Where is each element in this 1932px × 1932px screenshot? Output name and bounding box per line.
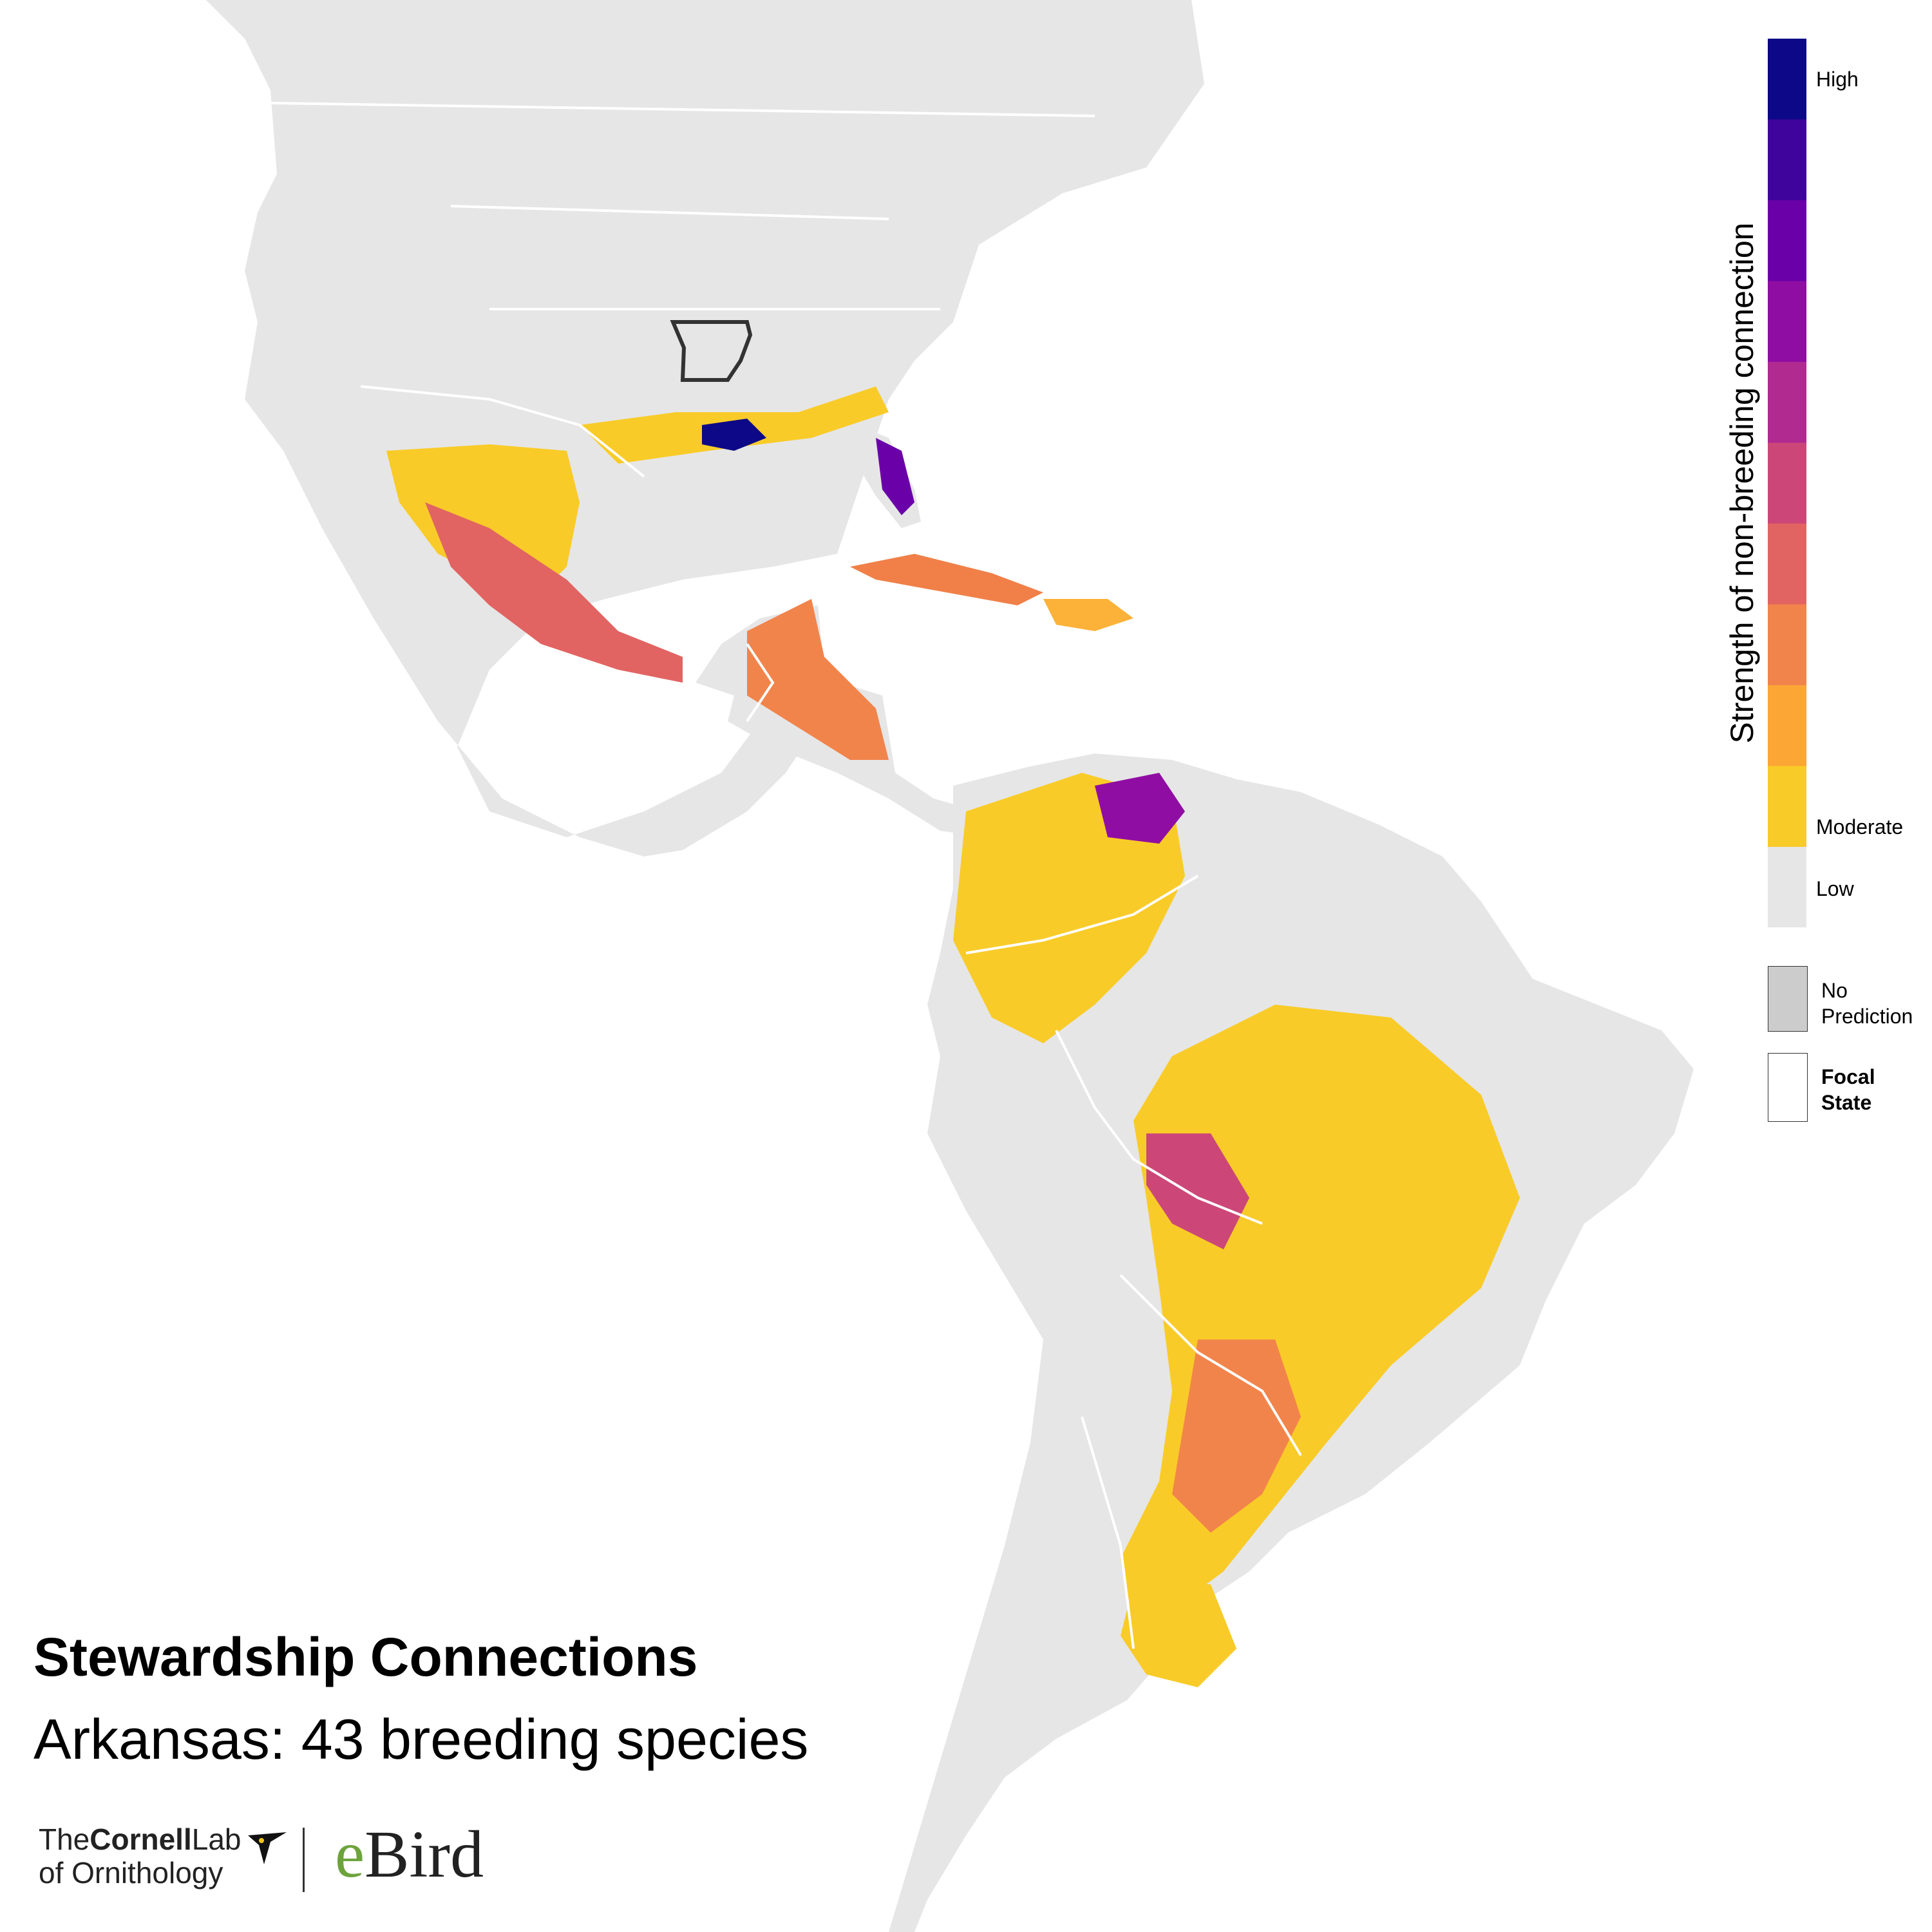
legend-scale-step-3 [1768,281,1806,363]
legend-scale-step-6 [1768,524,1806,605]
cornell-lab: Lab [191,1823,242,1856]
legend-label-low: Low [1816,877,1854,900]
legend-axis-title-text: Strength of non-breeding connection [1724,222,1760,744]
legend-scale-step-8 [1768,685,1806,767]
legend-no-prediction-label: No Prediction [1821,978,1913,1029]
legend-axis-title: Strength of non-breeding connection [1713,174,1771,792]
western-mexico-strong-region [425,502,683,683]
pampas-moderate-region [1121,1584,1236,1687]
legend-focal-state-label: Focal State [1821,1064,1875,1115]
venezuela-strong-region [1095,773,1185,844]
bolivia-strong-region [1146,1133,1249,1249]
mexico-moderate-region [386,444,580,592]
cornell-lab-logo: TheCornellLab of Ornithology [39,1823,241,1889]
cornell-line2: of Ornithology [39,1856,223,1889]
legend-focal-line1: Focal [1821,1065,1875,1088]
legend-scale-step-7 [1768,604,1806,686]
legend-no-prediction-line1: No [1821,979,1848,1002]
legend-focal-state-swatch [1768,1053,1808,1122]
hispaniola-island [1043,599,1133,631]
legend-no-prediction-swatch [1768,966,1808,1032]
legend-scale-step-2 [1768,200,1806,282]
cornell-bird-icon [248,1832,287,1864]
legend-focal-line2: State [1821,1091,1872,1114]
cuba-island [850,554,1043,605]
legend-scale-step-5 [1768,442,1806,524]
focal-state-arkansas-outline [670,320,753,382]
gran-chaco-strong-region [1172,1340,1301,1533]
map-title: Stewardship Connections [33,1627,698,1687]
cornell-name: Cornell [90,1823,192,1856]
legend-label-high: High [1816,68,1859,91]
political-borders [270,102,1302,1649]
florida-high-hotspot [876,438,914,515]
legend-scale-step-4 [1768,362,1806,444]
logo-divider [303,1828,305,1892]
central-america-strong-region [747,599,889,760]
louisiana-high-hotspot [702,419,766,451]
logo-row: TheCornellLab of Ornithology eBird [39,1816,502,1900]
legend-scale-step-1 [1768,119,1806,201]
ebird-logo: eBird [335,1816,484,1893]
legend-colour-scale [1768,39,1806,927]
cornell-the: The [39,1823,90,1856]
ebird-e: e [335,1817,365,1891]
northern-south-america-moderate-region [953,773,1185,1043]
legend-label-moderate: Moderate [1816,815,1904,838]
map-subtitle: Arkansas: 43 breeding species [33,1707,809,1771]
legend-scale-step-0 [1768,39,1806,120]
ebird-rest: Bird [365,1817,484,1891]
legend-no-prediction-line2: Prediction [1821,1005,1913,1028]
legend-scale-low [1768,847,1806,927]
legend-scale-step-9 [1768,766,1806,848]
